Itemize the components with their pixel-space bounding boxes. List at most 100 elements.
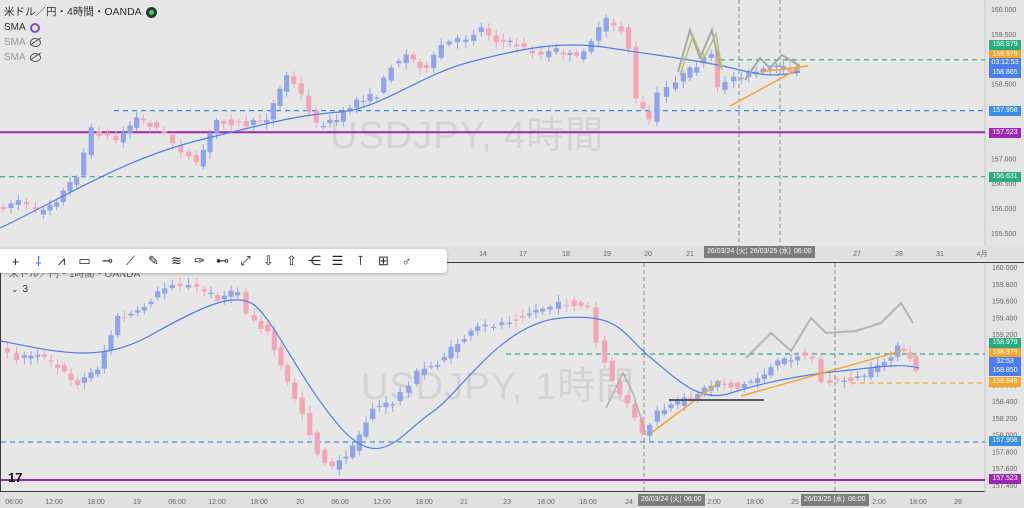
price-tick-label: 158.400 (992, 399, 1017, 406)
eye-off-icon[interactable] (29, 53, 41, 62)
candle-body (421, 368, 427, 376)
candle-body (602, 340, 608, 363)
price-label[interactable]: 157.958 (989, 436, 1021, 446)
candle-body (161, 130, 167, 134)
price-label[interactable]: 158.649 (989, 377, 1021, 387)
price-label[interactable]: 158.979 (989, 50, 1021, 60)
top-symbol-label[interactable]: 米ドル／円・4時間・OANDA (4, 6, 142, 18)
parallel-channel-tool[interactable]: ≋ (171, 253, 182, 268)
price-label[interactable]: 158.979 (989, 348, 1021, 358)
candle-body (334, 120, 340, 123)
bottom-price-chart[interactable]: 160.000159.800159.600159.400159.200159.0… (0, 263, 1024, 493)
candle-body (320, 126, 326, 128)
indicator-row-1[interactable]: SMA (4, 20, 157, 35)
horizontal-ray-tool[interactable]: ⊸ (102, 253, 113, 268)
candle-body (8, 203, 14, 209)
candle-body (95, 369, 101, 375)
horizontal-line-tool[interactable]: ⊷ (216, 253, 229, 268)
candle-body (178, 144, 184, 153)
candle-body (741, 383, 747, 388)
price-tick-label: 160.000 (991, 7, 1016, 14)
pen-tool[interactable]: ✑ (194, 253, 205, 268)
candle-body (431, 54, 437, 69)
time-tick-label: 18:00 (87, 499, 105, 506)
price-label[interactable]: 157.523 (989, 128, 1021, 138)
top-legend: 米ドル／円・4時間・OANDA SMA SMA SMA (4, 5, 157, 65)
price-tick-label: 158.200 (992, 416, 1017, 423)
settings-icon[interactable] (29, 22, 40, 33)
price-label[interactable]: 158.850 (989, 366, 1021, 376)
candle-body (680, 72, 686, 82)
candle-body (194, 283, 200, 287)
bottom-symbol-label[interactable]: 米ドル／円・1時間・OANDA (9, 269, 141, 280)
candle-body (795, 356, 801, 361)
price-label[interactable]: 158.979 (989, 338, 1021, 348)
time-tick-label: 18:00 (746, 499, 764, 506)
candle-body (500, 39, 506, 42)
chevron-down-icon[interactable]: ⌄ (11, 284, 19, 294)
candle-body (463, 39, 469, 42)
time-tick-label: 17 (519, 251, 527, 258)
bottom-legend: 米ドル／円・1時間・OANDA ⌄ 3 (5, 267, 140, 297)
pattern-gray (677, 26, 721, 73)
time-tick-label: 23 (503, 499, 511, 506)
candle-body (298, 83, 304, 94)
zigzag-tool[interactable]: ⩘ (57, 253, 66, 268)
price-label[interactable]: 32:53 (989, 357, 1021, 367)
tradingview-logo[interactable]: 17 (8, 470, 23, 485)
eye-off-icon[interactable] (29, 38, 41, 47)
candle-body (147, 123, 153, 127)
rectangle-tool[interactable]: ▭ (78, 253, 91, 268)
candle-body (360, 100, 366, 103)
candle-body (701, 387, 707, 393)
candle-body (397, 392, 403, 401)
price-label[interactable]: 158.865 (989, 68, 1021, 78)
candle-body (468, 330, 474, 336)
price-label[interactable]: 158.979 (989, 40, 1021, 50)
candle-body (647, 424, 653, 436)
candle-body (632, 404, 638, 418)
cursor-tool[interactable]: ⸸ (35, 254, 42, 269)
indicator-row-2[interactable]: SMA (4, 35, 157, 50)
top-chart-pane[interactable]: USDJPY, 4時間 160.000159.500159.000158.500… (0, 0, 1024, 246)
candle-body (603, 17, 609, 32)
candle-body (748, 381, 754, 383)
date-range-tool[interactable]: ⊺ (357, 253, 364, 268)
candle-body (560, 52, 566, 55)
orange-trendline (729, 67, 801, 107)
arrow-down-tool[interactable]: ⇩ (263, 253, 274, 268)
candle-body (687, 67, 693, 78)
candle-body (538, 51, 544, 55)
bottom-time-axis[interactable]: 06:00 12:00 18:00 19 06:00 12:00 18:00 20 06:00 1… (0, 493, 1024, 508)
candle-body (306, 95, 312, 113)
crosshair-tool[interactable]: + (11, 253, 20, 269)
extended-line-tool[interactable]: ⤢ (240, 253, 251, 268)
time-tick-label: 21 (686, 251, 694, 258)
arrow-up-tool[interactable]: ⇧ (286, 253, 297, 268)
fib-retracement-tool[interactable]: ☰ (331, 253, 344, 268)
candle-body (574, 52, 580, 56)
trendline-tool[interactable]: ⟋ (125, 253, 136, 268)
candle-body (564, 304, 570, 307)
candle-body (278, 347, 284, 366)
price-label[interactable]: 157.523 (989, 474, 1021, 484)
bottom-chart-pane[interactable]: USDJPY, 1時間 160.000 159.800 159.600 159.400… (0, 262, 1024, 493)
price-label[interactable]: 157.958 (989, 106, 1021, 116)
candle-body (417, 61, 423, 68)
candle-body (193, 154, 199, 163)
candle-body (264, 120, 270, 123)
candle-body (356, 434, 362, 451)
measure-tool[interactable]: ⊞ (378, 253, 389, 268)
time-tick-label: 20 (296, 499, 304, 506)
price-label[interactable]: 156.631 (989, 172, 1021, 182)
candle-body (313, 110, 319, 123)
candle-body (101, 351, 107, 369)
indicator-row-3[interactable]: SMA (4, 50, 157, 65)
candle-body (461, 339, 467, 342)
pitchfork-tool[interactable]: ⋲ (308, 253, 321, 268)
candle-body (96, 130, 102, 136)
candle-body (347, 108, 353, 112)
price-label[interactable]: 03:12:53 (989, 58, 1021, 68)
path-tool[interactable]: ♂ (401, 253, 412, 269)
brush-tool[interactable]: ✎ (148, 253, 159, 268)
